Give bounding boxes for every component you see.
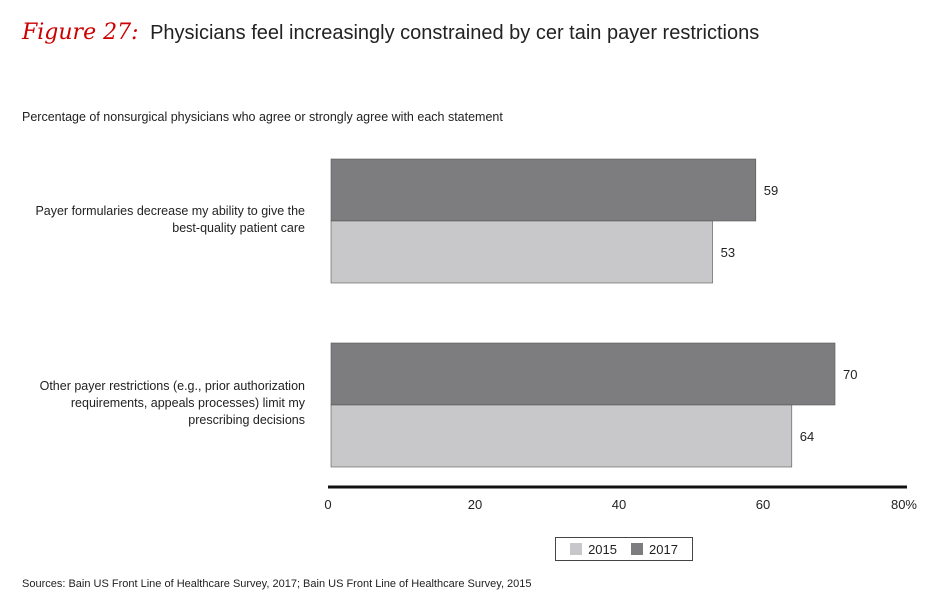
legend-label-2017: 2017: [649, 541, 678, 557]
data-label-2015-cat2: 64: [800, 429, 814, 444]
x-tick-label: 20: [468, 497, 482, 512]
bar-2015-cat2: [330, 404, 793, 468]
bar-2015-cat1: [330, 220, 713, 284]
category-label-line: best-quality patient care: [172, 221, 305, 235]
data-label-2017-cat1: 59: [764, 183, 778, 198]
legend-item-2017: 2017: [631, 542, 678, 557]
source-note: Sources: Bain US Front Line of Healthcar…: [22, 578, 532, 590]
category-label-line: Other payer restrictions (e.g., prior au…: [39, 379, 305, 393]
legend-label-2015: 2015: [588, 541, 617, 557]
category-label-payer-formularies: Payer formularies decrease my ability to…: [0, 203, 305, 237]
chart-subtitle: Percentage of nonsurgical physicians who…: [22, 110, 503, 124]
legend-swatch-2015: [570, 543, 583, 555]
legend-swatch-2017: [631, 543, 643, 555]
x-tick-label: 0: [324, 497, 331, 512]
x-tick-label: 60: [756, 497, 770, 512]
category-label-line: Payer formularies decrease my ability to…: [35, 204, 305, 218]
category-label-line: prescribing decisions: [188, 413, 305, 427]
x-tick-label: 40: [612, 497, 626, 512]
category-label-other-restrictions: Other payer restrictions (e.g., prior au…: [0, 378, 305, 429]
data-label-2015-cat1: 53: [721, 245, 735, 260]
data-label-2017-cat2: 70: [843, 367, 857, 382]
legend-item-2015: 2015: [570, 542, 617, 557]
category-label-line: requirements, appeals processes) limit m…: [70, 396, 305, 410]
bar-chart: 59 53 70 64 0 20 40 60 80%: [324, 158, 917, 512]
chart-legend: 2015 2017: [555, 537, 693, 561]
x-tick-label: 80%: [891, 497, 917, 512]
figure-title: Figure 27: Physicians feel increasingly …: [22, 20, 759, 45]
bar-2017-cat1: [330, 158, 757, 222]
figure-label: Figure 27:: [22, 20, 139, 45]
figure-title-text: Physicians feel increasingly constrained…: [150, 22, 760, 44]
bar-2017-cat2: [330, 342, 836, 406]
